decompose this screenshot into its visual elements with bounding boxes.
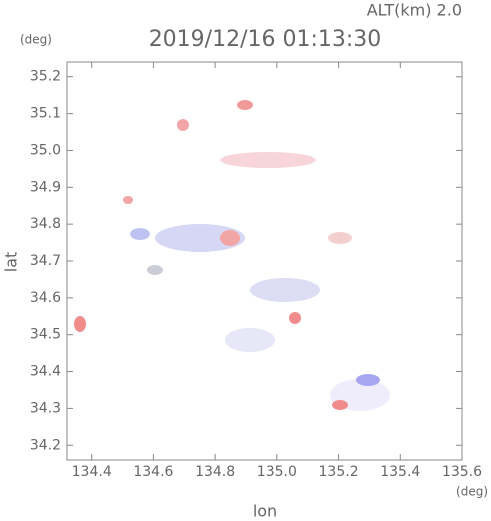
echo <box>328 232 352 244</box>
echo <box>220 230 240 246</box>
x-tick-label: 134.6 <box>133 464 173 480</box>
x-tick-label: 135.4 <box>380 464 420 480</box>
echo <box>289 312 301 324</box>
x-tick-label: 135.6 <box>442 464 482 480</box>
echo <box>220 152 316 168</box>
x-tick-label: 134.8 <box>195 464 235 480</box>
echo <box>130 228 150 240</box>
plot-frame <box>66 61 463 461</box>
y-tick-label: 34.7 <box>30 253 61 269</box>
echo <box>225 328 275 352</box>
y-tick-label: 34.2 <box>30 437 61 453</box>
echo <box>74 316 86 332</box>
x-tick-label: 134.4 <box>72 464 112 480</box>
echo <box>356 374 380 386</box>
x-unit: (deg) <box>456 485 488 499</box>
x-tick-label: 135.0 <box>257 464 297 480</box>
echo <box>332 400 348 410</box>
altitude-label: ALT(km) 2.0 <box>367 1 462 20</box>
y-unit: (deg) <box>20 33 52 47</box>
y-tick-label: 34.3 <box>30 400 61 416</box>
echo <box>177 119 189 131</box>
y-tick-label: 35.2 <box>30 69 61 85</box>
echo <box>155 224 245 252</box>
y-tick-label: 35.1 <box>30 106 61 122</box>
y-tick-label: 34.4 <box>30 364 61 380</box>
y-tick-label: 34.5 <box>30 327 61 343</box>
x-tick-label: 135.2 <box>319 464 359 480</box>
echo <box>237 100 253 110</box>
echo <box>250 278 320 302</box>
y-axis-label: lat <box>2 252 21 273</box>
echo <box>123 196 133 204</box>
y-tick-label: 34.9 <box>30 179 61 195</box>
y-tick-label: 34.8 <box>30 216 61 232</box>
echo <box>147 265 163 275</box>
y-tick-label: 34.6 <box>30 290 61 306</box>
y-tick-label: 35.0 <box>30 142 61 158</box>
echoes <box>74 100 390 411</box>
chart-title: 2019/12/16 01:13:30 <box>149 27 382 52</box>
x-axis-label: lon <box>253 502 277 521</box>
